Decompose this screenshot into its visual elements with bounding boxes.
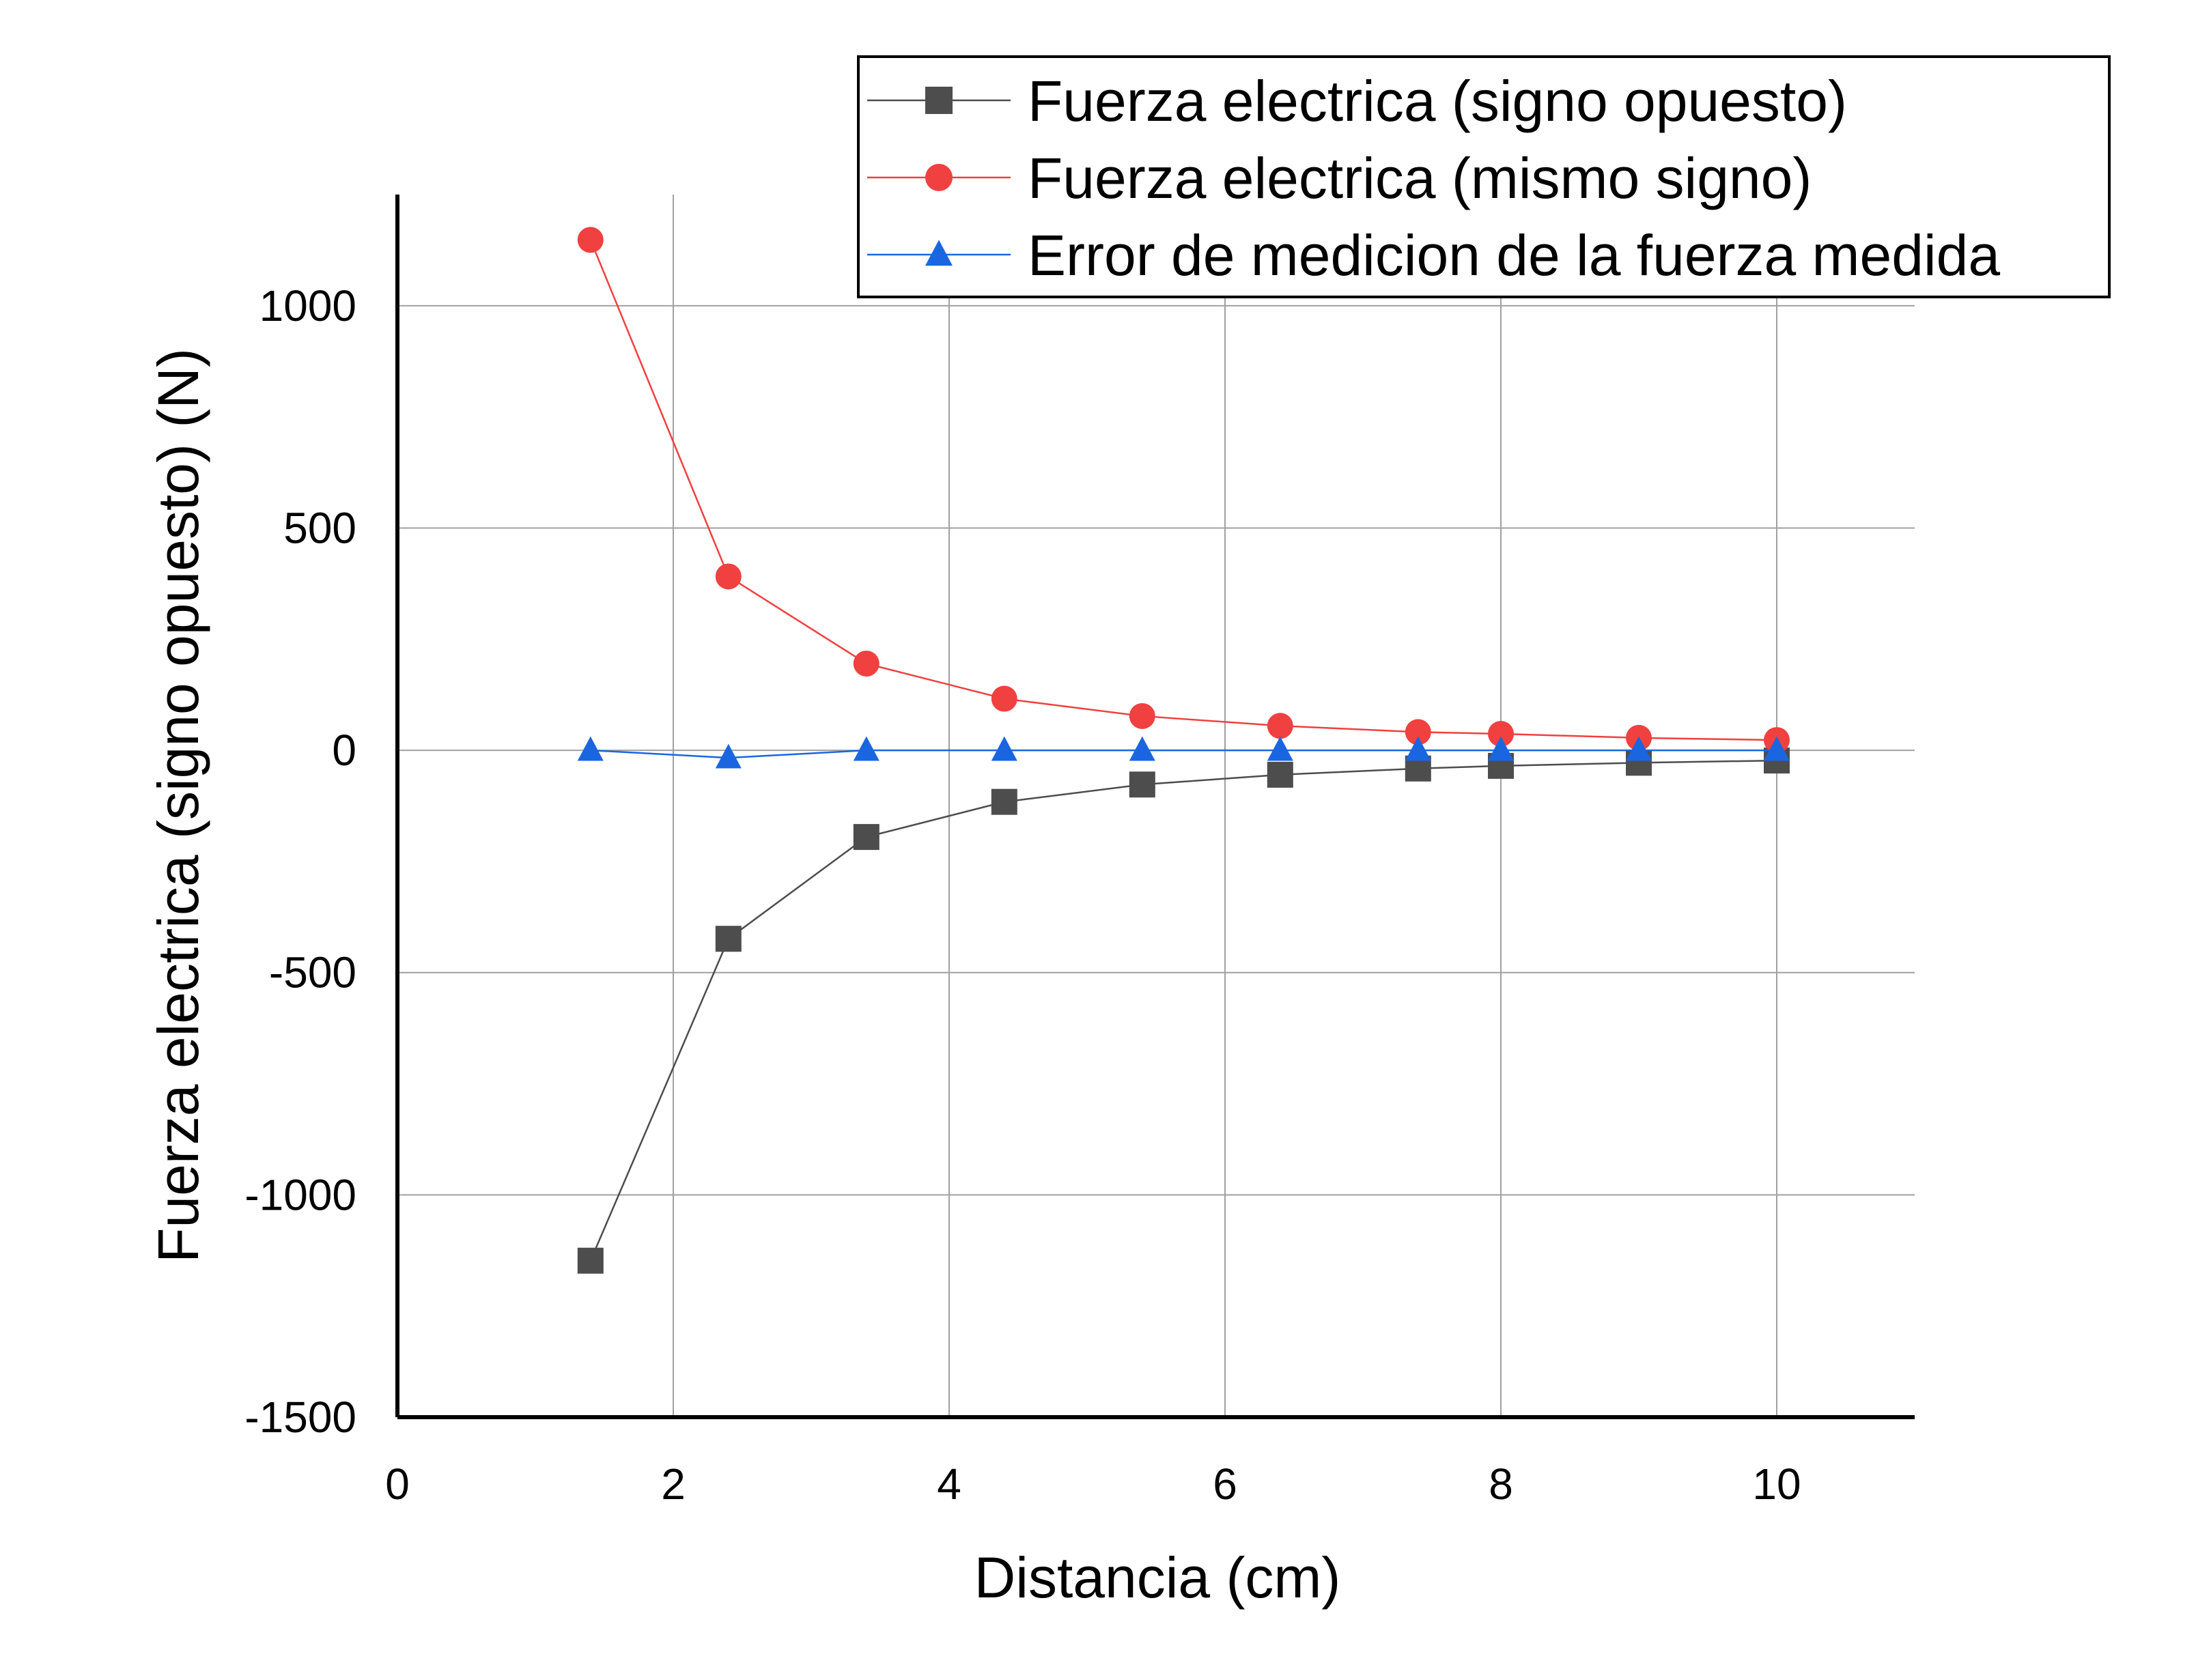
data-point: [1129, 736, 1155, 761]
data-point: [991, 685, 1017, 712]
legend-marker: [925, 240, 953, 266]
data-point: [1129, 702, 1155, 729]
y-tick-label: 1000: [259, 281, 356, 330]
data-point: [715, 743, 742, 769]
data-point: [715, 926, 742, 952]
series-triangle: [577, 736, 1790, 769]
x-axis-title: Distancia (cm): [974, 1546, 1341, 1610]
data-point: [853, 651, 879, 677]
data-series: [577, 227, 1790, 1274]
data-point: [853, 824, 879, 851]
data-point: [853, 736, 879, 761]
data-point: [1267, 761, 1293, 788]
y-tick-label: 500: [283, 503, 356, 552]
legend-entry: Error de medicion de la fuerza medida: [867, 223, 2000, 287]
legend-label: Fuerza electrica (signo opuesto): [1028, 69, 1847, 133]
x-tick-label: 4: [937, 1460, 961, 1509]
data-point: [1488, 720, 1514, 747]
legend-marker: [925, 164, 953, 191]
data-point: [577, 227, 604, 253]
legend-box: [857, 55, 2111, 298]
grid-lines: [397, 195, 1915, 1417]
y-tick-label: -1500: [244, 1393, 356, 1442]
data-point: [577, 736, 604, 761]
series-line: [589, 759, 1777, 1262]
series-square: [577, 748, 1790, 1274]
data-point: [991, 788, 1017, 815]
data-point: [1405, 736, 1431, 761]
x-tick-label: 0: [385, 1460, 410, 1509]
data-point: [1267, 736, 1293, 761]
legend-entry: Fuerza electrica (mismo signo): [867, 146, 1812, 210]
data-point: [1129, 771, 1155, 798]
x-tick-label: 2: [661, 1460, 686, 1509]
data-point: [1488, 736, 1514, 761]
series-line: [589, 239, 1777, 741]
series-circle: [577, 227, 1790, 754]
y-axis-title: Fuerza electrica (signo opuesto) (N): [146, 348, 210, 1263]
legend-entry: Fuerza electrica (signo opuesto): [867, 69, 1847, 133]
data-point: [991, 736, 1017, 761]
y-tick-label: 0: [332, 726, 356, 775]
data-point: [1764, 736, 1790, 761]
data-point: [577, 1247, 604, 1274]
x-tick-label: 6: [1213, 1460, 1237, 1509]
data-point: [1405, 719, 1431, 745]
legend-label: Error de medicion de la fuerza medida: [1028, 223, 2000, 287]
series-line: [590, 749, 1777, 759]
legend-marker: [925, 87, 953, 114]
axes: [395, 195, 1915, 1419]
legend: Fuerza electrica (signo opuesto) Fuerza e…: [857, 55, 2111, 298]
data-point: [1626, 736, 1652, 761]
tick-labels: 0 2 4 6 8 10 -1500 -1000 -500 0 500 1000: [244, 281, 1801, 1509]
data-point: [715, 563, 742, 590]
legend-label: Fuerza electrica (mismo signo): [1028, 146, 1812, 210]
y-tick-label: -1000: [244, 1170, 356, 1219]
data-point: [1267, 713, 1293, 739]
x-tick-label: 10: [1752, 1460, 1801, 1509]
y-tick-label: -500: [269, 948, 356, 997]
x-tick-label: 8: [1489, 1460, 1513, 1509]
